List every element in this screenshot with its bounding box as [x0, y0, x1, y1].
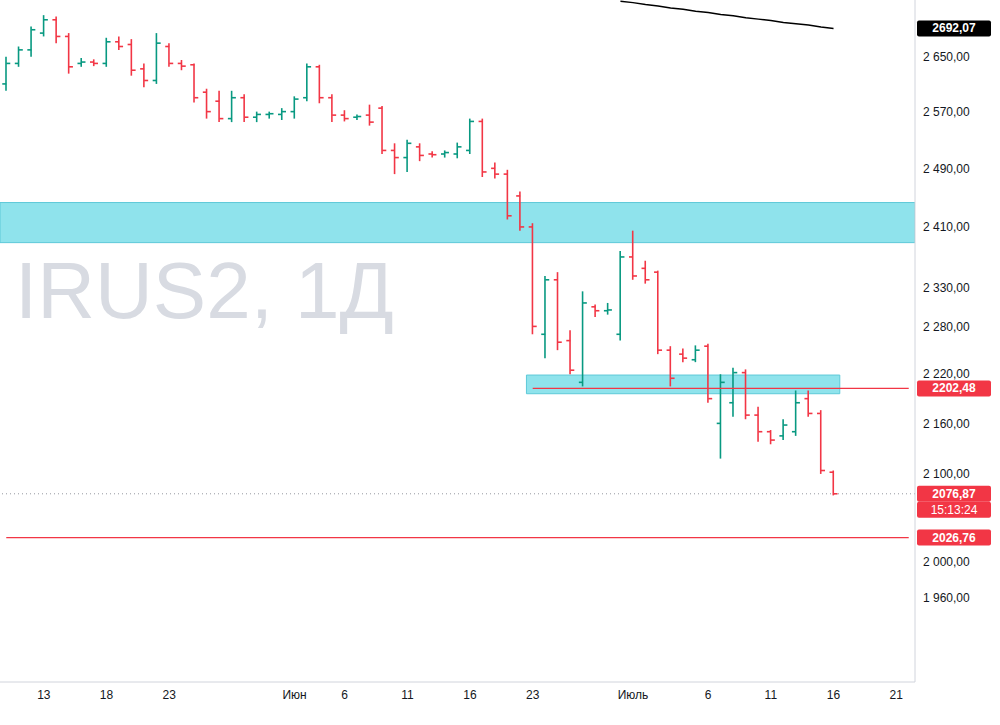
svg-text:23: 23 [163, 688, 177, 702]
svg-text:11: 11 [765, 688, 778, 702]
svg-text:2 220,00: 2 220,00 [923, 367, 970, 381]
svg-text:11: 11 [401, 688, 414, 702]
svg-text:21: 21 [890, 688, 904, 702]
svg-text:2 160,00: 2 160,00 [923, 417, 970, 431]
svg-text:2 100,00: 2 100,00 [923, 467, 970, 481]
svg-text:6: 6 [705, 688, 712, 702]
svg-text:15:13:24: 15:13:24 [931, 503, 978, 517]
svg-text:6: 6 [341, 688, 348, 702]
svg-text:1 960,00: 1 960,00 [923, 591, 970, 605]
svg-text:2692,07: 2692,07 [932, 21, 976, 35]
svg-text:2076,87: 2076,87 [932, 487, 976, 501]
svg-text:13: 13 [37, 688, 51, 702]
svg-text:2 330,00: 2 330,00 [923, 281, 970, 295]
svg-text:Июль: Июль [618, 688, 649, 702]
svg-text:2 650,00: 2 650,00 [923, 50, 970, 64]
svg-text:2 410,00: 2 410,00 [923, 220, 970, 234]
svg-text:2 490,00: 2 490,00 [923, 162, 970, 176]
svg-text:23: 23 [526, 688, 540, 702]
html-text:IRUS2, 1Д: IRUS2, 1Д [15, 246, 394, 335]
svg-text:18: 18 [100, 688, 114, 702]
svg-text:16: 16 [463, 688, 477, 702]
svg-text:16: 16 [827, 688, 841, 702]
svg-text:2026,76: 2026,76 [932, 531, 976, 545]
svg-text:2 570,00: 2 570,00 [923, 105, 970, 119]
svg-text:2202,48: 2202,48 [932, 381, 976, 395]
svg-text:2 280,00: 2 280,00 [923, 320, 970, 334]
svg-text:2 000,00: 2 000,00 [923, 555, 970, 569]
svg-text:Июн: Июн [282, 688, 306, 702]
